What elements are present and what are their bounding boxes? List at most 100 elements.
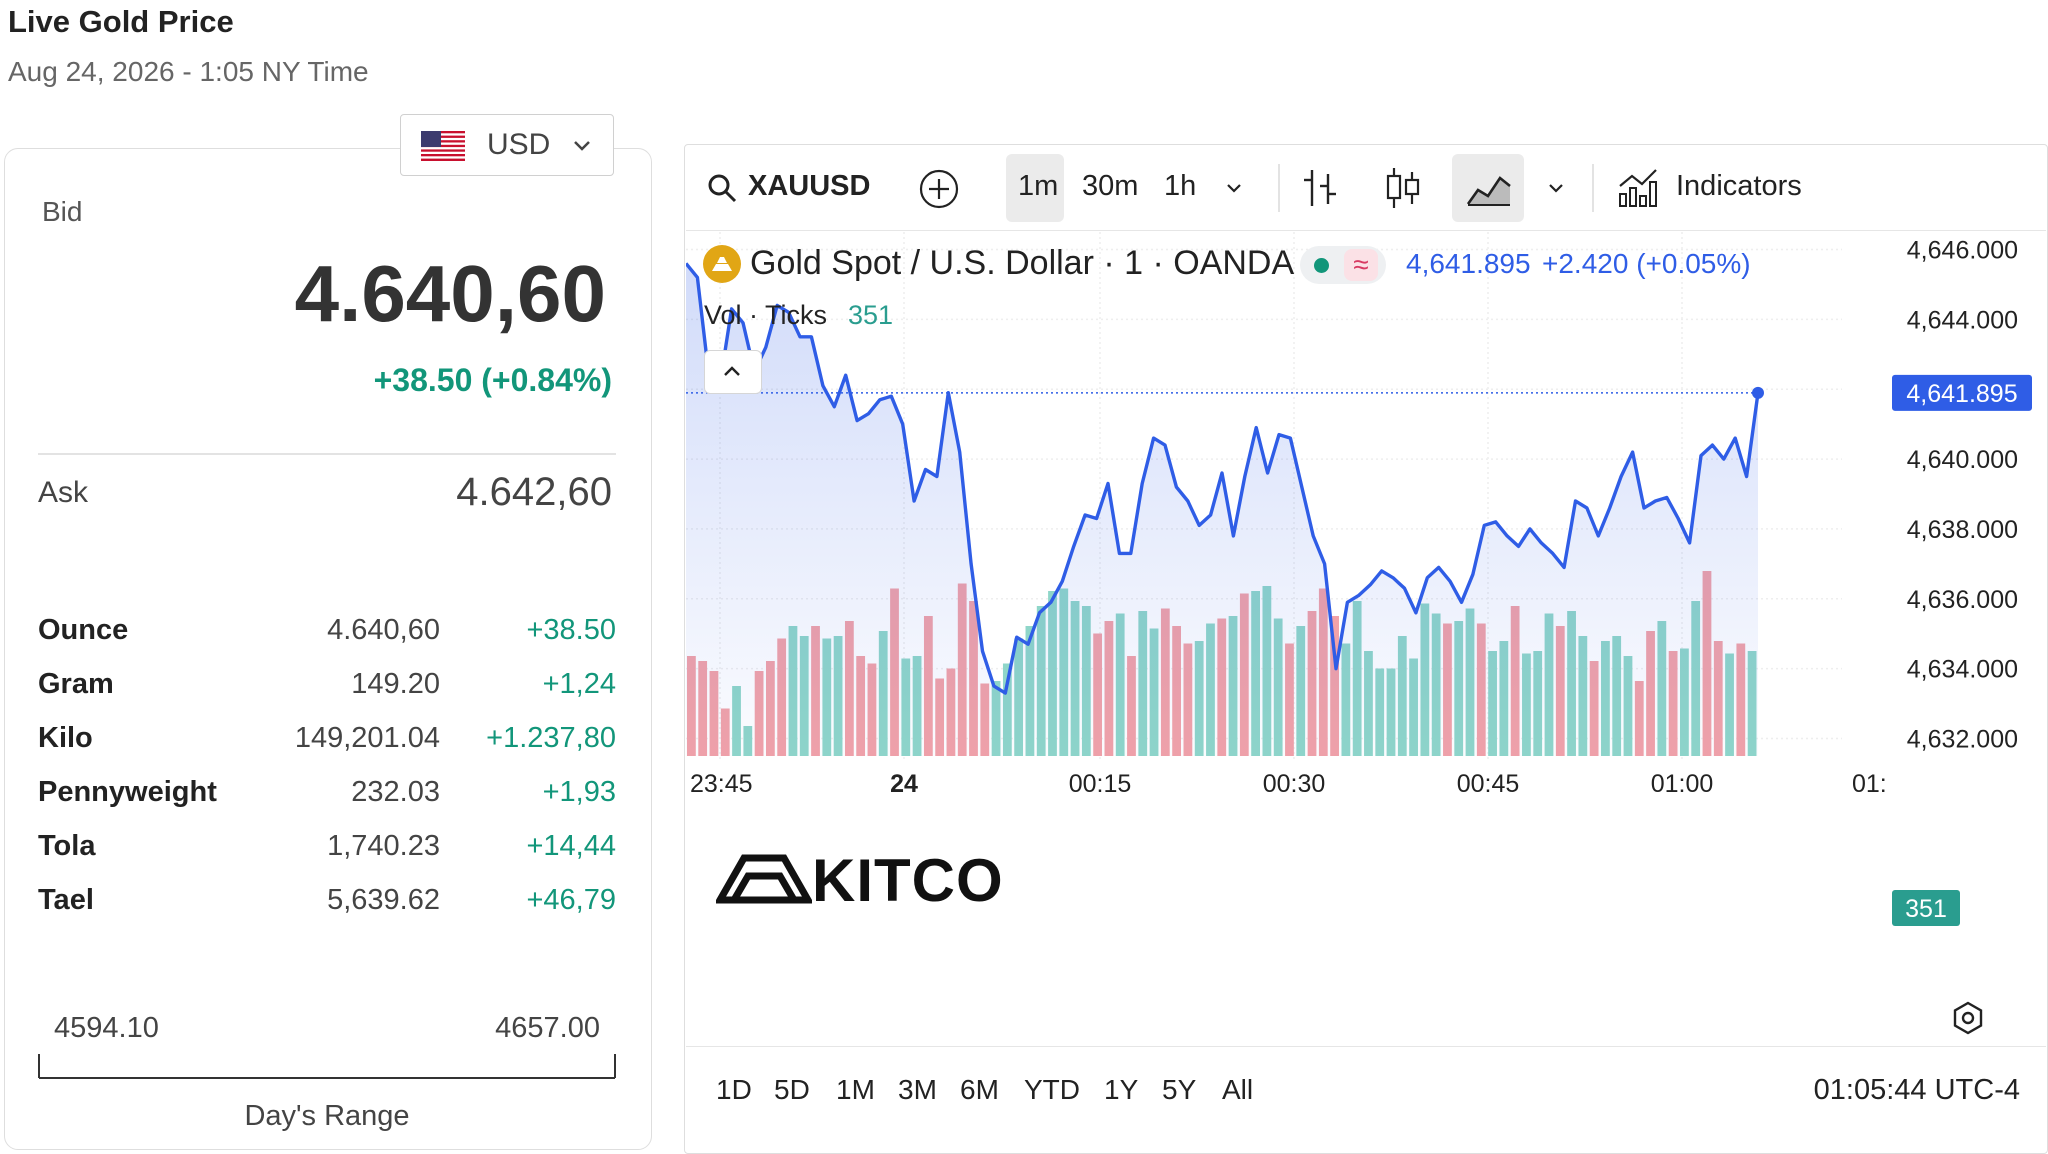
candles-style-icon[interactable] [1382,164,1422,212]
search-icon[interactable] [706,172,738,204]
range-3m-button[interactable]: 3M [898,1074,937,1105]
page-subtitle: Aug 24, 2026 - 1:05 NY Time [8,56,369,87]
price-chart[interactable]: 4,646.0004,644.0004,642.0004,640.0004,63… [686,232,2046,1044]
x-tick-label: 01: [1852,770,1887,798]
last-price-tag [1892,374,2032,411]
page-title: Live Gold Price [8,4,234,39]
indicators-button[interactable]: Indicators [1676,170,1802,202]
price-area [686,262,1760,756]
currency-label: USD [487,128,551,161]
interval-30m-button[interactable]: 30m [1082,170,1139,202]
compare-add-icon[interactable] [918,168,960,210]
price-panel [4,148,652,1150]
kitco-watermark: KITCO [812,847,1004,914]
x-tick-label: 00:15 [1069,770,1132,798]
volume-tag-label: 351 [1905,895,1947,923]
unit-price: 232.03 [351,776,440,808]
ask-value: 4.642,60 [456,470,612,514]
legend-last-price: 4,641.895 [1406,248,1531,279]
last-price-dot [1752,386,1764,399]
unit-change: +14,44 [526,830,616,862]
chevron-down-icon [574,141,590,151]
collapse-legend-button[interactable] [704,350,762,394]
unit-change: +1,24 [542,668,616,700]
x-tick-label: 23:45 [690,770,753,798]
y-tick-label: 4,646.000 [1907,236,2018,264]
range-ytd-button[interactable]: YTD [1024,1074,1080,1105]
unit-name: Tola [38,830,96,862]
unit-price: 1,740.23 [327,830,440,862]
interval-1h-button[interactable]: 1h [1164,170,1197,202]
range-1d-button[interactable]: 1D [716,1074,752,1105]
unit-row-gram: Gram 149.20 +1,24 [38,668,616,708]
y-tick-label: 4,634.000 [1907,656,2018,684]
instrument-title: Gold Spot / U.S. Dollar · 1 · OANDA [750,244,1295,282]
chart-clock: 01:05:44 UTC-4 [1813,1074,2020,1106]
range-6m-button[interactable]: 6M [960,1074,999,1105]
unit-row-pennyweight: Pennyweight 232.03 +1,93 [38,776,616,816]
unit-change: +38.50 [526,614,616,646]
chevron-down-icon[interactable] [1546,178,1566,198]
chart-settings-icon[interactable] [1950,1000,1986,1036]
bid-change: +38.50 (+0.84%) [373,362,612,398]
price-area-fill [686,263,1758,756]
unit-row-kilo: Kilo 149,201.04 +1.237,80 [38,722,616,762]
day-range-label: Day's Range [244,1100,410,1132]
range-1m-button[interactable]: 1M [836,1074,875,1105]
volume-tag [1892,890,1960,926]
unit-name: Tael [38,884,94,916]
x-tick-label: 24 [890,770,918,798]
day-range-low: 4594.10 [54,1012,159,1044]
kitco-logo-icon [716,854,812,904]
toolbar-separator [1278,164,1280,212]
unit-name: Gram [38,668,114,700]
chart-style-active-bg [1452,154,1524,222]
x-tick-label: 01:00 [1651,770,1714,798]
y-tick-label: 4,640.000 [1907,446,2018,474]
unit-price: 149.20 [351,668,440,700]
chart-bottom-bar [686,1046,2046,1137]
unit-row-tola: Tola 1,740.23 +14,44 [38,830,616,870]
unit-name: Kilo [38,722,93,754]
unit-row-ounce: Ounce 4.640,60 +38.50 [38,614,616,654]
x-tick-label: 00:45 [1457,770,1520,798]
area-chart-style-icon[interactable] [1466,168,1512,208]
legend-change: +2.420 (+0.05%) [1542,248,1751,279]
range-5y-button[interactable]: 5Y [1162,1074,1197,1105]
indicators-icon[interactable] [1616,166,1658,210]
toolbar-separator [1592,164,1594,212]
unit-change: +1.237,80 [486,722,616,754]
y-tick-label: 4,638.000 [1907,516,2018,544]
market-status-pill[interactable]: ≈ [1300,246,1386,284]
interval-1m-button[interactable]: 1m [1018,170,1059,202]
day-range-bar [38,1054,616,1079]
range-all-button[interactable]: All [1222,1074,1254,1105]
ask-label: Ask [38,476,89,509]
y-tick-label: 4,632.000 [1907,726,2018,754]
gold-coin-icon [703,245,741,283]
market-open-dot-icon [1314,258,1329,273]
y-tick-label: 4,636.000 [1907,586,2018,614]
us-flag-icon [421,131,465,161]
last-price-tag-label: 4,641.895 [1906,380,2017,408]
y-axis: 4,646.0004,644.0004,642.0004,640.0004,63… [1892,236,2032,926]
chart-overlays [686,386,1766,399]
unit-price: 149,201.04 [294,722,440,754]
range-5d-button[interactable]: 5D [774,1074,810,1105]
unit-row-tael: Tael 5,639.62 +46,79 [38,884,616,924]
unit-price: 5,639.62 [327,884,440,916]
day-range-high: 4657.00 [495,1012,600,1044]
unit-name: Ounce [38,614,129,646]
x-axis: 23:45 24 00:15 00:30 00:45 01:00 01: [690,770,1887,798]
chart-toolbar: XAUUSD 1m 30m 1h Indicators [686,146,2046,231]
bar-chart-style-icon[interactable] [1300,166,1340,210]
y-tick-label: 4,644.000 [1907,306,2018,334]
symbol-search-button[interactable]: XAUUSD [748,170,871,202]
range-1y-button[interactable]: 1Y [1104,1074,1139,1105]
interval-active-bg [1006,154,1064,222]
currency-select[interactable]: USD [400,114,614,176]
volume-legend-value: 351 [848,300,894,330]
unit-change: +1,93 [542,776,616,808]
x-tick-label: 00:30 [1263,770,1326,798]
chevron-down-icon[interactable] [1224,178,1244,198]
